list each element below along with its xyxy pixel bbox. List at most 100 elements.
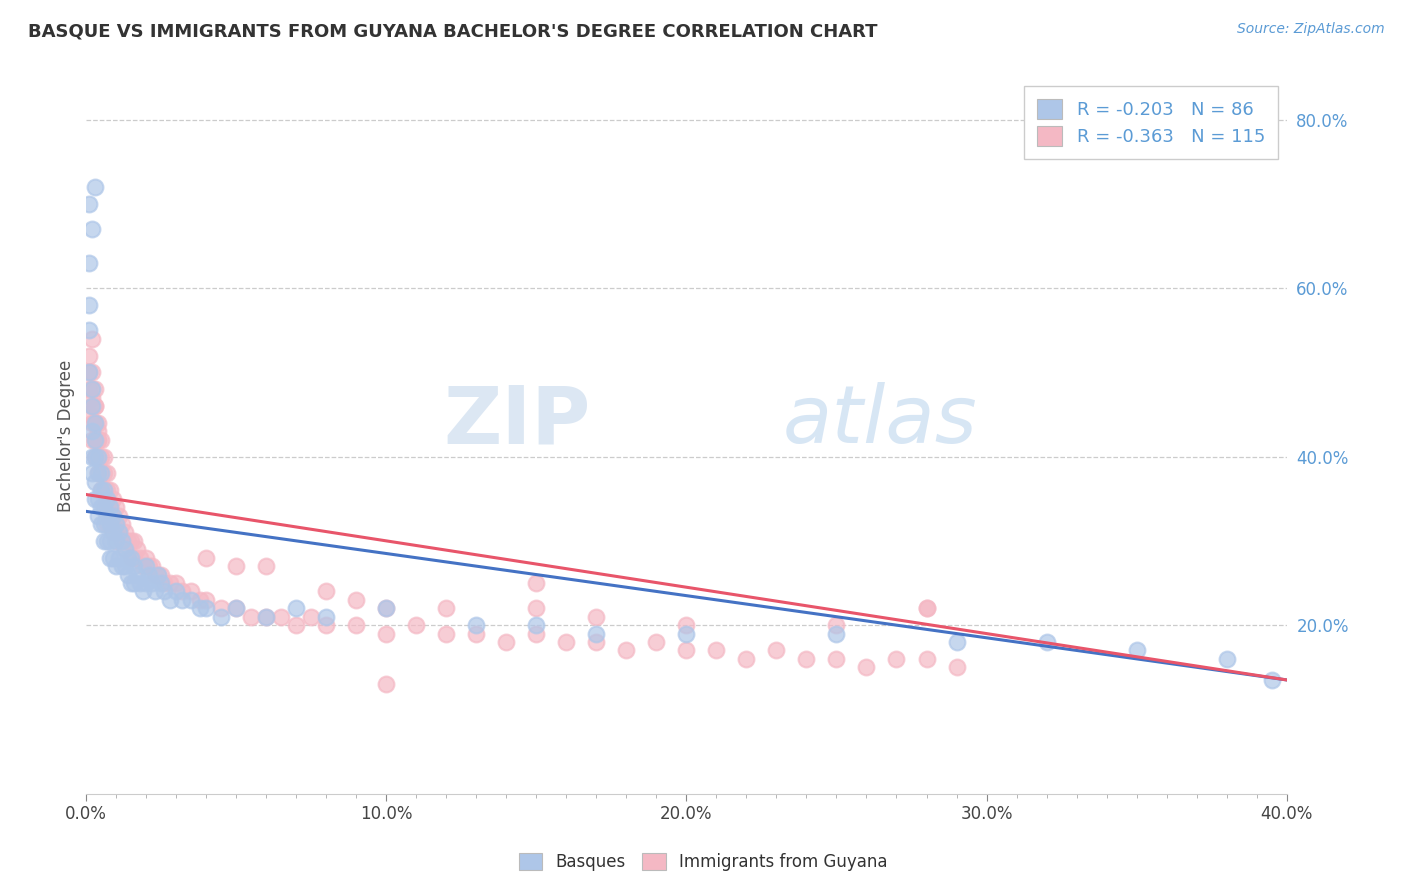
Text: ZIP: ZIP <box>443 383 591 460</box>
Point <box>98 550 121 565</box>
Point <box>93 467 115 481</box>
Point <box>103 491 125 506</box>
Point <box>735 652 758 666</box>
Point <box>90 467 112 481</box>
Point <box>172 584 194 599</box>
Point <box>90 433 112 447</box>
Point <box>93 483 115 498</box>
Point <box>138 567 160 582</box>
Point <box>375 677 398 691</box>
Point <box>98 516 121 531</box>
Point <box>82 433 104 447</box>
Point <box>84 382 107 396</box>
Point <box>93 483 115 498</box>
Point <box>105 559 128 574</box>
Point <box>825 618 848 632</box>
Point <box>526 576 548 591</box>
Point <box>153 584 176 599</box>
Point <box>796 652 818 666</box>
Point <box>675 626 697 640</box>
Point <box>315 618 337 632</box>
Point <box>270 609 292 624</box>
Point <box>84 180 107 194</box>
Point <box>117 567 139 582</box>
Point <box>135 550 157 565</box>
Point <box>526 601 548 615</box>
Point <box>495 635 517 649</box>
Point <box>645 635 668 649</box>
Point <box>93 516 115 531</box>
Point <box>706 643 728 657</box>
Point <box>127 567 149 582</box>
Point <box>105 533 128 548</box>
Point <box>79 349 101 363</box>
Point <box>87 467 110 481</box>
Point <box>90 516 112 531</box>
Point <box>84 433 107 447</box>
Point <box>945 635 967 649</box>
Point <box>915 652 938 666</box>
Point <box>195 601 218 615</box>
Point <box>120 533 142 548</box>
Point <box>103 508 125 523</box>
Point <box>209 601 232 615</box>
Point <box>84 399 107 413</box>
Point <box>82 382 104 396</box>
Point <box>159 592 181 607</box>
Point <box>225 559 247 574</box>
Point <box>555 635 578 649</box>
Point <box>90 483 112 498</box>
Point <box>375 601 398 615</box>
Point <box>434 601 457 615</box>
Point <box>195 550 218 565</box>
Point <box>188 592 211 607</box>
Point <box>87 467 110 481</box>
Point <box>84 450 107 464</box>
Point <box>148 567 170 582</box>
Point <box>285 601 308 615</box>
Point <box>84 399 107 413</box>
Point <box>135 576 157 591</box>
Point <box>93 533 115 548</box>
Point <box>172 592 194 607</box>
Point <box>344 592 367 607</box>
Point <box>111 533 134 548</box>
Point <box>135 559 157 574</box>
Point <box>765 643 787 657</box>
Point <box>585 635 607 649</box>
Point <box>79 197 101 211</box>
Point <box>124 559 146 574</box>
Point <box>96 533 118 548</box>
Point <box>96 500 118 515</box>
Point <box>150 567 173 582</box>
Point <box>120 550 142 565</box>
Point <box>90 467 112 481</box>
Point <box>79 382 101 396</box>
Point <box>79 298 101 312</box>
Point <box>105 516 128 531</box>
Point <box>132 559 155 574</box>
Point <box>825 626 848 640</box>
Legend: Basques, Immigrants from Guyana: Basques, Immigrants from Guyana <box>510 845 896 880</box>
Point <box>180 592 202 607</box>
Point <box>150 576 173 591</box>
Point <box>84 416 107 430</box>
Point <box>82 450 104 464</box>
Point <box>82 391 104 405</box>
Point <box>114 542 136 557</box>
Point <box>82 332 104 346</box>
Point <box>108 550 131 565</box>
Point <box>143 584 166 599</box>
Point <box>138 559 160 574</box>
Point <box>82 222 104 236</box>
Point <box>141 576 163 591</box>
Point <box>87 416 110 430</box>
Point <box>105 500 128 515</box>
Point <box>87 433 110 447</box>
Point <box>82 425 104 439</box>
Point <box>129 550 152 565</box>
Legend: R = -0.203   N = 86, R = -0.363   N = 115: R = -0.203 N = 86, R = -0.363 N = 115 <box>1024 87 1278 159</box>
Point <box>87 450 110 464</box>
Point <box>315 609 337 624</box>
Point <box>93 500 115 515</box>
